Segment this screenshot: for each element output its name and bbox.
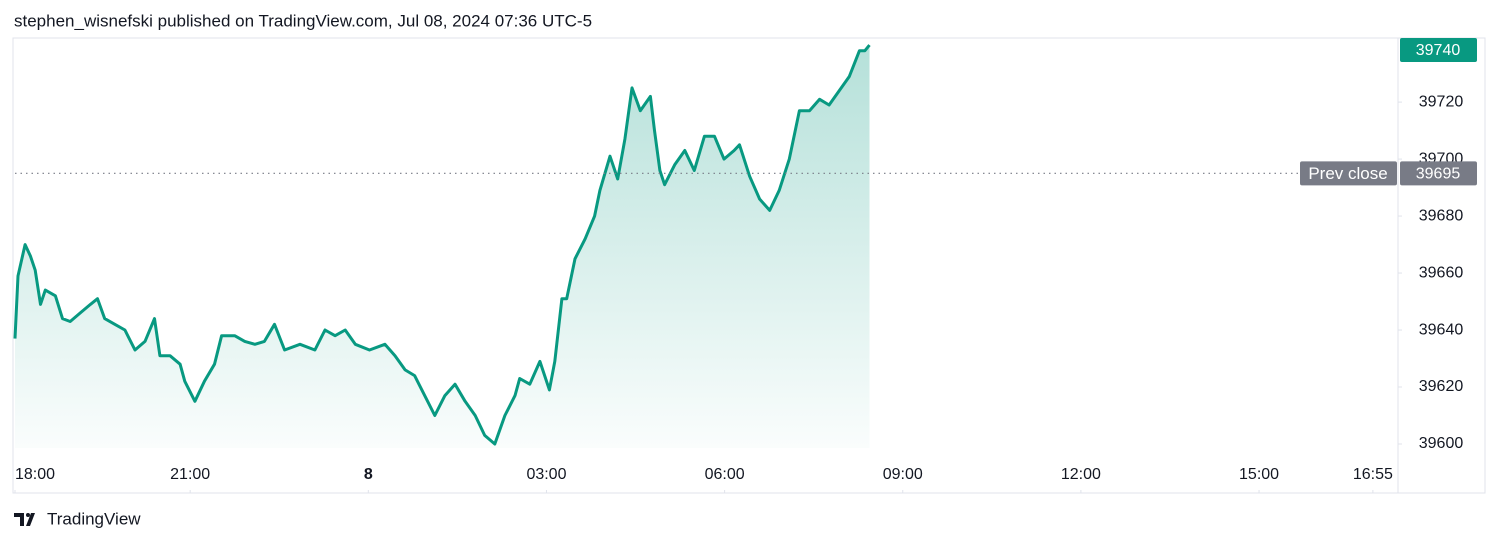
- x-tick-label: 09:00: [883, 466, 923, 483]
- y-tick-label: 39720: [1419, 93, 1464, 110]
- x-tick-label: 06:00: [705, 466, 745, 483]
- chart-title: stephen_wisnefski published on TradingVi…: [14, 11, 592, 30]
- x-tick-label: 21:00: [170, 466, 210, 483]
- last-price-badge: [1400, 38, 1477, 62]
- price-line: [13, 44, 871, 446]
- x-tick-label: 8: [364, 466, 373, 483]
- y-tick-label: 39620: [1419, 378, 1464, 395]
- x-tick-label: 16:55: [1353, 466, 1393, 483]
- prev-close-tag: [1300, 161, 1397, 186]
- x-tick-label: 15:00: [1239, 466, 1279, 483]
- prev-close-value: 39695: [1416, 166, 1461, 183]
- x-tick-label: 03:00: [526, 466, 566, 483]
- brand: TradingView: [47, 509, 141, 528]
- last-price-value: 39740: [1416, 42, 1461, 59]
- y-tick-label: 39600: [1419, 435, 1464, 452]
- frame: [12, 37, 1486, 494]
- plot: 3960039620396403966039680397003972018:00…: [13, 38, 1477, 493]
- prev-close-label: Prev close: [1308, 164, 1387, 183]
- x-tick-label: 12:00: [1061, 466, 1101, 483]
- prev-close-badge: [1400, 161, 1477, 186]
- brand-logo: [14, 513, 35, 526]
- y-tick-label: 39660: [1419, 264, 1464, 281]
- area: [15, 45, 870, 448]
- x-tick-label: 18:00: [15, 466, 55, 483]
- y-tick-label: 39680: [1419, 207, 1464, 224]
- y-tick-label: 39640: [1419, 321, 1464, 338]
